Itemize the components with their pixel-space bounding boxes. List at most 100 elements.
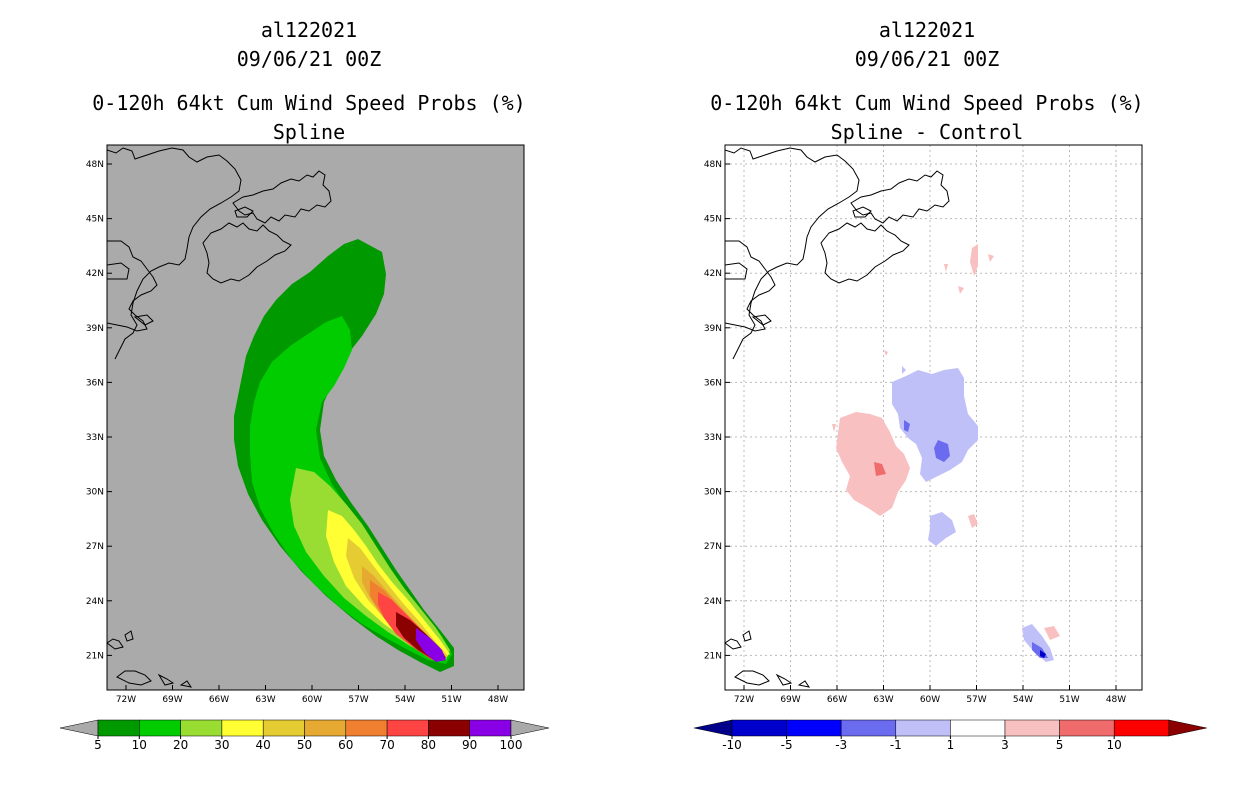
right-map-frame xyxy=(724,144,1143,691)
lat-tick-label: 39N xyxy=(704,324,722,334)
colorbar-label: 5 xyxy=(1056,738,1064,752)
diff-plus-east xyxy=(968,514,978,528)
lon-tick-label: 69W xyxy=(162,695,182,705)
colorbar-label: 40 xyxy=(256,738,271,752)
diff-plus-tip xyxy=(1044,626,1060,640)
diff-plus-blob xyxy=(836,412,910,516)
lon-tick-label: 63W xyxy=(255,695,275,705)
lon-tick-label: 48W xyxy=(488,695,508,705)
colorbar-segment xyxy=(345,719,388,737)
lat-tick-label: 21N xyxy=(704,651,722,661)
colorbar-label: 80 xyxy=(421,738,436,752)
colorbar-segment xyxy=(950,719,1006,737)
right-storm-id: al122021 xyxy=(878,18,976,42)
colorbar-segment xyxy=(221,719,264,737)
colorbar-label: 10 xyxy=(1107,738,1122,752)
left-datetime: 09/06/21 00Z xyxy=(236,47,382,71)
lon-tick-label: 72W xyxy=(734,695,754,705)
lat-tick-label: 33N xyxy=(704,433,722,443)
colorbar-label: 70 xyxy=(379,738,394,752)
left-colorbar: 5 10 20 30 40 50 60 70 80 90 100 xyxy=(59,719,550,752)
lon-tick-label: 66W xyxy=(209,695,229,705)
colorbar-segment xyxy=(895,719,951,737)
lat-tick-label: 27N xyxy=(86,542,104,552)
diff-plus-west xyxy=(832,424,836,432)
colorbar-label: -10 xyxy=(722,738,742,752)
lat-tick-label: 24N xyxy=(704,597,722,607)
diff-minus-blob xyxy=(892,368,978,482)
diff-minus-core xyxy=(934,440,950,462)
lat-tick-label: 45N xyxy=(86,215,104,225)
lon-tick-label: 57W xyxy=(966,695,986,705)
colorbar-segment xyxy=(180,719,223,737)
lon-tick-label: 72W xyxy=(116,695,136,705)
colorbar-segment xyxy=(1059,719,1115,737)
right-axis-ticks: 48N 45N 42N 39N 36N 33N 30N 27N 24N 21N 72W 69W 66W 6… xyxy=(704,160,1126,705)
colorbar-label: 1 xyxy=(947,738,955,752)
left-map: 48N 45N 42N 39N 36N 33N 30N 27N 24N 21N 72W 69W 66W 6… xyxy=(86,144,525,705)
lon-tick-label: 48W xyxy=(1106,695,1126,705)
contour-10 xyxy=(250,316,452,664)
lon-tick-label: 51W xyxy=(1059,695,1079,705)
colorbar-segment xyxy=(139,719,181,737)
diff-minus-small xyxy=(904,420,910,432)
lat-tick-label: 36N xyxy=(86,378,104,388)
right-map: 48N 45N 42N 39N 36N 33N 30N 27N 24N 21N 72W 69W 66W 6… xyxy=(704,144,1143,705)
lon-tick-label: 63W xyxy=(873,695,893,705)
right-datetime: 09/06/21 00Z xyxy=(854,47,1000,71)
left-axis-ticks: 48N 45N 42N 39N 36N 33N 30N 27N 24N 21N 72W 69W 66W 6… xyxy=(86,160,508,705)
colorbar-label: -1 xyxy=(890,738,902,752)
lat-tick-label: 42N xyxy=(704,269,722,279)
lon-tick-label: 60W xyxy=(920,695,940,705)
lat-tick-label: 48N xyxy=(86,160,104,170)
colorbar-segment xyxy=(840,719,897,737)
lat-tick-label: 45N xyxy=(704,215,722,225)
colorbar-label: -3 xyxy=(835,738,847,752)
colorbar-segment xyxy=(1113,719,1170,737)
colorbar-segment xyxy=(304,719,347,737)
lon-tick-label: 54W xyxy=(395,695,415,705)
right-product-title: 0-120h 64kt Cum Wind Speed Probs (%) xyxy=(710,91,1144,115)
lat-tick-label: 30N xyxy=(86,488,104,498)
lat-tick-label: 21N xyxy=(86,651,104,661)
diff-minus-tip-peak xyxy=(1040,650,1046,658)
colorbar-segment xyxy=(428,719,470,737)
left-product-title: 0-120h 64kt Cum Wind Speed Probs (%) xyxy=(92,91,526,115)
lon-tick-label: 54W xyxy=(1013,695,1033,705)
left-storm-id: al122021 xyxy=(260,18,358,42)
colorbar-right-triangle xyxy=(510,719,550,737)
colorbar-segment xyxy=(262,719,305,737)
lat-tick-label: 33N xyxy=(86,433,104,443)
diff-minus-dot xyxy=(902,366,906,374)
colorbar-label: 5 xyxy=(94,738,102,752)
lat-tick-label: 42N xyxy=(86,269,104,279)
right-title-block: al122021 09/06/21 00Z 0-120h 64kt Cum Wi… xyxy=(618,16,1236,147)
colorbar-label: 3 xyxy=(1001,738,1009,752)
right-colorbar: -10 -5 -3 -1 1 3 5 10 xyxy=(693,719,1207,752)
lon-tick-label: 66W xyxy=(827,695,847,705)
left-subtitle: Spline xyxy=(272,120,346,144)
colorbar-segment xyxy=(469,719,512,737)
right-subtitle: Spline - Control xyxy=(830,120,1024,144)
diff-plus-north1 xyxy=(970,244,978,276)
diff-plus-core xyxy=(874,462,886,476)
right-gridlines xyxy=(725,145,1142,690)
diff-plus-north3 xyxy=(944,264,948,272)
colorbar-label: 10 xyxy=(132,738,147,752)
colorbar-segment xyxy=(731,719,787,737)
left-probability-contours xyxy=(107,147,454,688)
colorbar-left-triangle xyxy=(693,719,733,737)
lon-tick-label: 60W xyxy=(302,695,322,705)
colorbar-label: 100 xyxy=(500,738,523,752)
lat-tick-label: 30N xyxy=(704,488,722,498)
lat-tick-label: 36N xyxy=(704,378,722,388)
diff-plus-north2 xyxy=(988,254,994,262)
left-title-block: al122021 09/06/21 00Z 0-120h 64kt Cum Wi… xyxy=(0,16,618,147)
colorbar-segment xyxy=(97,719,140,737)
colorbar-segment xyxy=(786,719,842,737)
diff-plus-dot xyxy=(884,350,888,356)
colorbar-right-triangle xyxy=(1168,719,1207,737)
contour-90 xyxy=(416,628,446,662)
lat-tick-label: 27N xyxy=(704,542,722,552)
